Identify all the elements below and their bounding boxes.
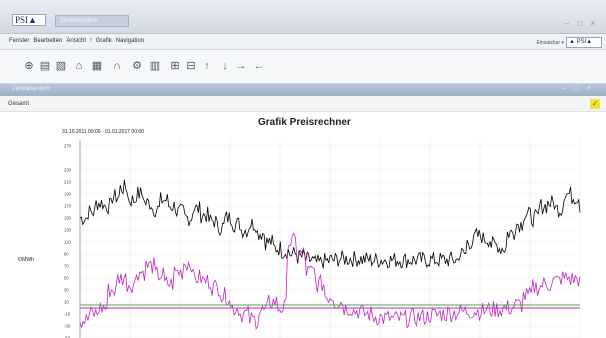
panel-header: Zentralsystem – □ × <box>0 84 606 96</box>
home-icon[interactable]: ⌂ <box>75 60 83 72</box>
panel-title: Zentralsystem <box>12 86 50 92</box>
arrow-down-icon[interactable]: ↓ <box>222 60 228 72</box>
y-tick-label: 70 <box>64 264 69 269</box>
y-tick-label: 190 <box>64 192 72 197</box>
series-line <box>79 179 581 269</box>
menu-items: Fenster Bearbeiten Ansicht ! Grafik Navi… <box>9 38 144 44</box>
menu-ansicht[interactable]: Ansicht <box>66 38 87 44</box>
report-icon[interactable]: ▥ <box>149 60 161 72</box>
y-tick-label: 170 <box>64 204 72 209</box>
y-tick-label: 110 <box>64 240 71 245</box>
y-tick-label: 90 <box>64 252 69 257</box>
brand-logo: ▲ PSI▲ <box>566 37 602 48</box>
window-controls[interactable]: – □ × <box>564 19 598 28</box>
section-label: Gesamt <box>8 101 30 107</box>
menu-navigation[interactable]: Navigation <box>115 38 145 44</box>
check-icon[interactable]: ✓ <box>590 99 600 109</box>
app-logo: PSI▲ <box>12 14 46 26</box>
arrow-up-icon[interactable]: ↑ <box>204 60 210 72</box>
settings-icon[interactable]: ⚙ <box>132 60 142 72</box>
menu-bar: Fenster Bearbeiten Ansicht ! Grafik Navi… <box>0 34 606 50</box>
arrow-left-icon[interactable]: ← <box>253 60 265 72</box>
toolbar: ⊕ ▤ ▧ ⌂ ▦ ∩ ⚙ ▥ ⊞ ⊟ ↑ ↓ → ← <box>0 50 606 84</box>
title-bar: PSI▲ Zentralsystem – □ × <box>0 0 606 34</box>
price-chart: 270 230 210 190 170 150 130 110 90 70 50 30 10 -10 -30… <box>64 140 581 338</box>
y-tick-label: -30 <box>64 324 71 329</box>
y-tick-label: -10 <box>64 312 71 317</box>
table-icon[interactable]: ⊟ <box>186 60 196 72</box>
y-tick-label: 270 <box>64 144 72 149</box>
clipboard-icon[interactable]: ▧ <box>55 60 67 72</box>
date-range: 31.10.2011 00:00 - 01.01.2017 00:00 <box>62 129 144 135</box>
y-axis-label: €/MWh <box>18 257 34 263</box>
y-tick-label: 130 <box>64 228 72 233</box>
chart-area: Grafik Preisrechner 31.10.2011 00:00 - 0… <box>8 112 598 338</box>
panel-controls[interactable]: – □ × <box>562 85 594 92</box>
y-tick-label: 50 <box>64 276 69 281</box>
menu-fenster[interactable]: Fenster <box>9 38 30 44</box>
globe-icon[interactable]: ⊕ <box>24 60 34 72</box>
menu-bearbeiten[interactable]: Bearbeiten <box>33 38 63 44</box>
calendar-icon[interactable]: ▦ <box>91 60 103 72</box>
document-icon[interactable]: ▤ <box>39 60 51 72</box>
y-tick-label: 210 <box>64 180 72 185</box>
series-line <box>79 232 581 330</box>
y-tick-label: -50 <box>64 336 71 338</box>
y-tick-label: 150 <box>64 216 72 221</box>
y-tick-label: 30 <box>64 288 69 293</box>
user-select[interactable]: Einsatzbar ▾ <box>536 40 564 46</box>
y-tick-label: 10 <box>64 300 69 305</box>
headset-icon[interactable]: ∩ <box>113 60 121 72</box>
section-bar: Gesamt ✓ <box>0 96 606 112</box>
chart-title: Grafik Preisrechner <box>258 117 351 128</box>
tab-zentralsystem[interactable]: Zentralsystem <box>55 15 129 27</box>
grid-icon[interactable]: ⊞ <box>170 60 180 72</box>
y-tick-label: 230 <box>64 168 72 173</box>
menu-exclamation[interactable]: ! <box>90 38 92 44</box>
arrow-right-icon[interactable]: → <box>235 60 247 72</box>
menu-grafik[interactable]: Grafik <box>95 38 112 44</box>
